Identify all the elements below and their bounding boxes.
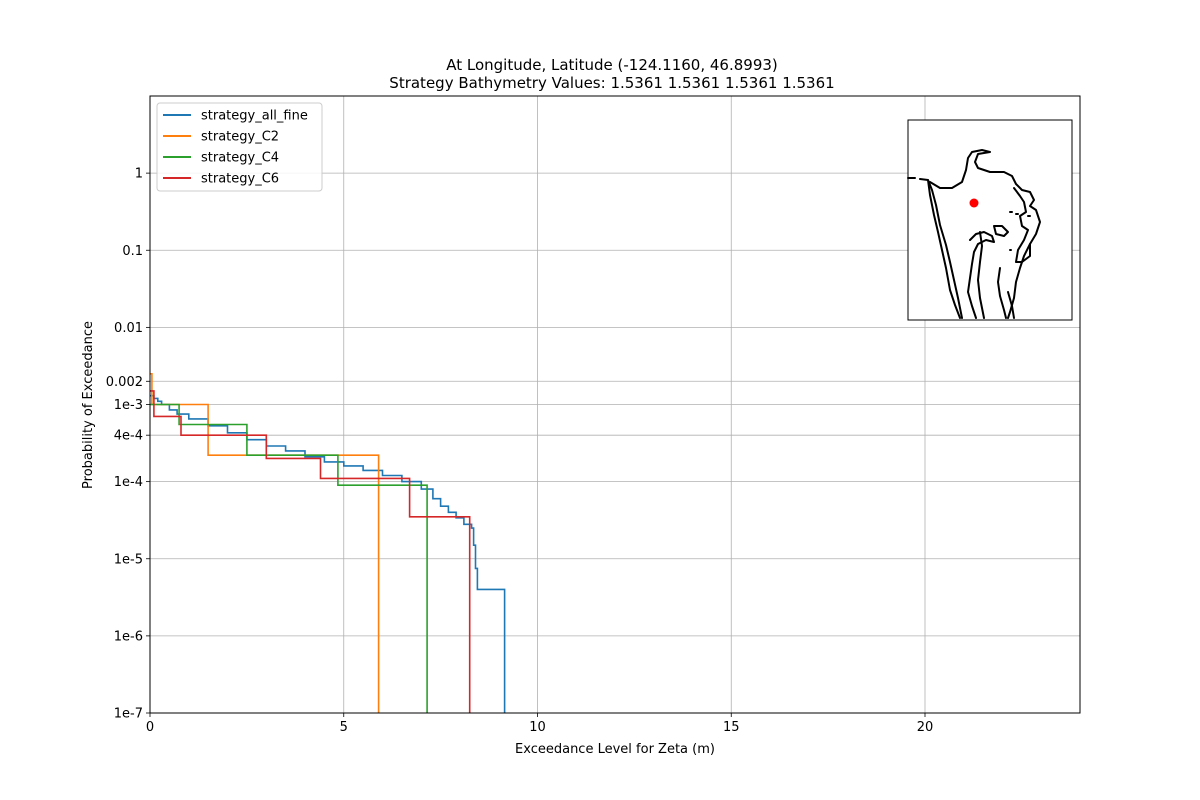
y-tick-label: 1 (135, 167, 143, 182)
legend: strategy_all_fine strategy_C2 strategy_C4s… (156, 102, 323, 192)
y-axis-ticks: 1e-7 1e-6 1e-5 1e-4 4e-4 1e-3 0.002 0.01 0.1 1 (106, 167, 150, 722)
legend-label-strategy_all_fine: strategy_all_fine (201, 109, 308, 124)
inset-coastline-east-lobe (993, 225, 1009, 237)
chart-title: At Longitude, Latitude (-124.1160, 46.89… (446, 56, 778, 74)
y-tick-label: 1e-6 (114, 629, 143, 644)
legend-label-strategy_C2: strategy_C2 (201, 130, 279, 145)
y-tick-label: 0.01 (114, 321, 143, 336)
legend-label-strategy_C4: strategy_C4 (201, 151, 279, 166)
inset-coastline-bay-inner (1013, 187, 1031, 263)
y-tick-label: 1e-3 (114, 398, 143, 413)
legend-box (156, 102, 323, 192)
chart-subtitle: Strategy Bathymetry Values: 1.5361 1.536… (389, 74, 834, 92)
y-tick-label: 1e-4 (114, 475, 143, 490)
series-line-strategy_C2 (150, 373, 380, 713)
legend-entries: strategy_all_fine strategy_C2 strategy_C4s… (163, 109, 308, 187)
x-tick-label: 20 (917, 720, 934, 735)
x-tick-label: 15 (723, 720, 740, 735)
y-tick-label: 1e-7 (114, 707, 143, 722)
series-layer (150, 373, 506, 713)
x-axis-ticks: 0 5 10 15 20 (146, 713, 933, 735)
inset-coastline-spit (927, 179, 961, 319)
x-tick-label: 10 (529, 720, 546, 735)
inset-coastline-island (967, 231, 995, 319)
inset-map (907, 119, 1073, 321)
location-marker (969, 198, 979, 208)
y-tick-label: 0.1 (122, 244, 143, 259)
inset-coastline-south (997, 267, 1015, 319)
y-tick-label: 1e-5 (114, 552, 143, 567)
x-tick-label: 5 (340, 720, 348, 735)
inset-coastline-channel (977, 231, 985, 319)
series-line-strategy_C4 (150, 403, 428, 713)
y-axis-label: Probability of Exceedance (81, 321, 96, 489)
inset-coastline-bay-north (929, 149, 1041, 319)
legend-label-strategy_C6: strategy_C6 (201, 172, 279, 187)
inset-map-frame (907, 119, 1073, 321)
inset-coastline (907, 149, 1041, 319)
series-line-strategy_C6 (150, 390, 471, 713)
x-axis-label: Exceedance Level for Zeta (m) (515, 742, 715, 757)
inset-coastline-islets (1009, 211, 1031, 251)
y-tick-label: 0.002 (106, 375, 143, 390)
x-tick-label: 0 (146, 720, 154, 735)
y-tick-label: 4e-4 (114, 429, 143, 444)
inset-coastline-ocean-edge (907, 177, 963, 319)
